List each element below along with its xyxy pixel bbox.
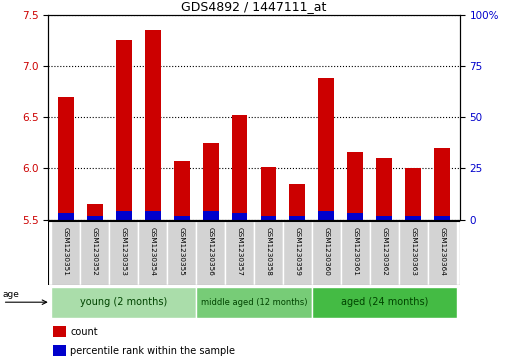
Bar xyxy=(261,167,276,220)
Bar xyxy=(167,221,196,285)
Bar xyxy=(51,287,196,318)
Text: GSM1230361: GSM1230361 xyxy=(353,228,359,276)
Bar xyxy=(203,143,218,220)
Bar xyxy=(347,152,363,220)
Bar xyxy=(109,221,138,285)
Bar xyxy=(145,30,161,220)
Text: GSM1230360: GSM1230360 xyxy=(324,228,330,276)
Text: percentile rank within the sample: percentile rank within the sample xyxy=(71,346,236,356)
Bar xyxy=(312,221,341,285)
Bar xyxy=(53,326,66,338)
Bar xyxy=(283,221,312,285)
Bar xyxy=(376,216,392,220)
Text: GSM1230353: GSM1230353 xyxy=(120,228,126,276)
Text: age: age xyxy=(3,290,19,299)
Text: GSM1230351: GSM1230351 xyxy=(62,228,69,276)
Text: count: count xyxy=(71,327,98,337)
Bar xyxy=(116,40,132,220)
Text: GSM1230355: GSM1230355 xyxy=(178,228,184,276)
Bar xyxy=(405,216,421,220)
Bar xyxy=(174,216,189,220)
Text: GSM1230352: GSM1230352 xyxy=(91,228,98,276)
Bar xyxy=(428,221,457,285)
Text: GSM1230364: GSM1230364 xyxy=(439,228,446,276)
Bar xyxy=(290,216,305,220)
Bar xyxy=(145,211,161,220)
Bar xyxy=(399,221,428,285)
Text: GSM1230357: GSM1230357 xyxy=(237,228,242,276)
Bar xyxy=(80,221,109,285)
Bar xyxy=(370,221,399,285)
Text: middle aged (12 months): middle aged (12 months) xyxy=(201,298,307,307)
Bar xyxy=(196,221,225,285)
Bar xyxy=(87,204,103,220)
Text: GSM1230363: GSM1230363 xyxy=(410,228,417,276)
Text: GSM1230358: GSM1230358 xyxy=(266,228,271,276)
Text: GSM1230354: GSM1230354 xyxy=(149,228,155,276)
Bar xyxy=(51,221,80,285)
Bar xyxy=(53,345,66,356)
Bar xyxy=(341,221,370,285)
Bar xyxy=(312,287,457,318)
Bar xyxy=(138,221,167,285)
Text: GSM1230356: GSM1230356 xyxy=(208,228,213,276)
Bar xyxy=(319,211,334,220)
Title: GDS4892 / 1447111_at: GDS4892 / 1447111_at xyxy=(181,0,327,13)
Bar xyxy=(434,216,450,220)
Bar xyxy=(376,158,392,220)
Bar xyxy=(116,211,132,220)
Bar xyxy=(58,97,74,220)
Bar xyxy=(347,213,363,220)
Bar xyxy=(232,213,247,220)
Bar xyxy=(232,115,247,220)
Bar xyxy=(434,148,450,220)
Text: young (2 months): young (2 months) xyxy=(80,297,167,307)
Bar xyxy=(405,168,421,220)
Bar xyxy=(254,221,283,285)
Bar xyxy=(319,78,334,220)
Bar xyxy=(261,216,276,220)
Text: GSM1230359: GSM1230359 xyxy=(295,228,300,276)
Text: GSM1230362: GSM1230362 xyxy=(382,228,388,276)
Bar xyxy=(87,216,103,220)
Bar xyxy=(225,221,254,285)
Bar xyxy=(196,287,312,318)
Bar xyxy=(203,211,218,220)
Bar xyxy=(58,213,74,220)
Bar xyxy=(174,161,189,220)
Text: aged (24 months): aged (24 months) xyxy=(341,297,428,307)
Bar xyxy=(290,184,305,220)
